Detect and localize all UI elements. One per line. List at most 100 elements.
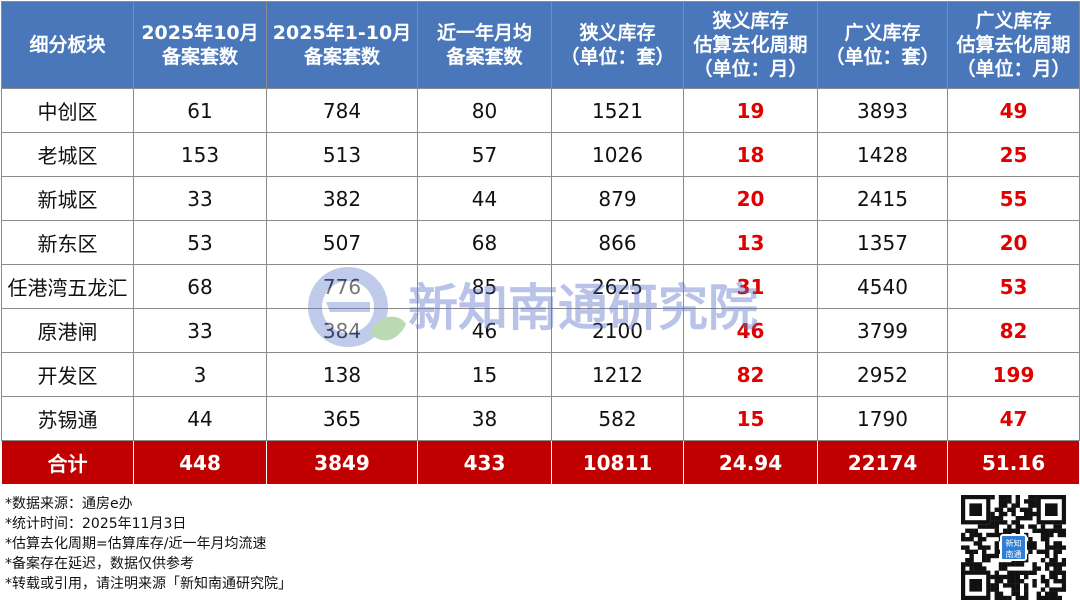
table-cell: 46 — [417, 308, 552, 353]
row-label-cell: 中创区 — [1, 88, 134, 133]
table-cell: 85 — [417, 264, 552, 309]
table-body: 中创区 61 784 80 1521 19 3893 49 老城区 153 513 57 1026 18 1… — [1, 88, 1080, 441]
qr-code: 新知南通 — [961, 495, 1066, 600]
table-cell: 68 — [417, 220, 552, 265]
column-header-line: 狭义库存 — [712, 10, 789, 32]
column-header: 近一年月均 备案套数 — [417, 1, 552, 89]
table-cell: 55 — [947, 176, 1080, 221]
row-label-cell: 老城区 — [1, 132, 134, 177]
table-cell: 53 — [947, 264, 1080, 309]
row-label-cell: 任港湾五龙汇 — [1, 264, 134, 309]
table-cell: 20 — [947, 220, 1080, 265]
table-cell: 784 — [266, 88, 418, 133]
column-header-line: 广义库存 — [975, 10, 1052, 32]
table-cell: 53 — [133, 220, 267, 265]
total-cell: 10811 — [551, 440, 684, 485]
table-cell: 1790 — [817, 396, 948, 441]
table-cell: 382 — [266, 176, 418, 221]
total-cell: 433 — [417, 440, 552, 485]
row-label-cell: 新东区 — [1, 220, 134, 265]
table-row: 新城区 33 382 44 879 20 2415 55 — [1, 176, 1080, 221]
table-cell: 46 — [683, 308, 818, 353]
table-cell: 44 — [417, 176, 552, 221]
footnote-line: *备案存在延迟，数据仅供参考 — [5, 556, 194, 572]
table-cell: 38 — [417, 396, 552, 441]
table-row: 苏锡通 44 365 38 582 15 1790 47 — [1, 396, 1080, 441]
column-header-line: 估算去化周期 — [956, 34, 1071, 56]
table-cell: 57 — [417, 132, 552, 177]
table-cell: 68 — [133, 264, 267, 309]
table-cell: 13 — [683, 220, 818, 265]
table-row: 新东区 53 507 68 866 13 1357 20 — [1, 220, 1080, 265]
table-cell: 44 — [133, 396, 267, 441]
inventory-table: 细分板块 2025年10月 备案套数 2025年1-10月 备案套数 近一年月均 备案套数狭… — [1, 1, 1080, 485]
table-cell: 3893 — [817, 88, 948, 133]
footnote-line: *数据来源：通房e办 — [5, 496, 133, 512]
table-cell: 61 — [133, 88, 267, 133]
table-cell: 82 — [683, 352, 818, 397]
table-cell: 507 — [266, 220, 418, 265]
total-cell: 448 — [133, 440, 267, 485]
footnote-line: *转载或引用，请注明来源「新知南通研究院」 — [5, 576, 292, 592]
column-header-line: 备案套数 — [446, 46, 523, 68]
column-header-line: 广义库存 — [844, 22, 921, 44]
table-header: 细分板块 2025年10月 备案套数 2025年1-10月 备案套数 近一年月均 备案套数狭… — [1, 1, 1080, 89]
table-cell: 866 — [551, 220, 684, 265]
row-label-cell: 苏锡通 — [1, 396, 134, 441]
table-cell: 19 — [683, 88, 818, 133]
table-cell: 25 — [947, 132, 1080, 177]
table-cell: 2952 — [817, 352, 948, 397]
table-cell: 31 — [683, 264, 818, 309]
table-row: 原港闸 33 384 46 2100 46 3799 82 — [1, 308, 1080, 353]
qr-logo: 新知南通 — [1000, 534, 1027, 561]
table-cell: 879 — [551, 176, 684, 221]
table-cell: 365 — [266, 396, 418, 441]
table-cell: 513 — [266, 132, 418, 177]
table-row: 开发区 3 138 15 1212 82 2952 199 — [1, 352, 1080, 397]
column-header: 狭义库存 估算去化周期 （单位：月） — [683, 1, 818, 89]
table-row: 老城区 153 513 57 1026 18 1428 25 — [1, 132, 1080, 177]
column-header-line: （单位：套） — [560, 46, 675, 68]
table-cell: 82 — [947, 308, 1080, 353]
table-cell: 15 — [683, 396, 818, 441]
table-cell: 1428 — [817, 132, 948, 177]
column-header-line: 细分板块 — [29, 34, 106, 56]
table-cell: 1521 — [551, 88, 684, 133]
footnote-line: *估算去化周期=估算库存/近一年月均流速 — [5, 536, 267, 552]
column-header: 广义库存 估算去化周期 （单位：月） — [947, 1, 1080, 89]
table-cell: 2100 — [551, 308, 684, 353]
table-row: 任港湾五龙汇 68 776 85 2625 31 4540 53 — [1, 264, 1080, 309]
column-header: 狭义库存 （单位：套） — [551, 1, 684, 89]
total-cell: 51.16 — [947, 440, 1080, 485]
column-header-line: 估算去化周期 — [693, 34, 808, 56]
table-cell: 33 — [133, 308, 267, 353]
table-cell: 20 — [683, 176, 818, 221]
column-header-line: 2025年10月 — [141, 22, 259, 44]
column-header-line: 备案套数 — [161, 46, 238, 68]
table-cell: 80 — [417, 88, 552, 133]
column-header: 广义库存 （单位：套） — [817, 1, 948, 89]
total-cell: 3849 — [266, 440, 418, 485]
total-cell: 24.94 — [683, 440, 818, 485]
column-header-line: （单位：套） — [825, 46, 940, 68]
table-cell: 47 — [947, 396, 1080, 441]
table-cell: 138 — [266, 352, 418, 397]
table-cell: 15 — [417, 352, 552, 397]
column-header-line: （单位：月） — [956, 58, 1071, 80]
row-label-cell: 开发区 — [1, 352, 134, 397]
row-label-cell: 原港闸 — [1, 308, 134, 353]
column-header-line: 近一年月均 — [436, 22, 532, 44]
total-row: 合计 448 3849 433 10811 24.94 22174 51.16 — [1, 440, 1080, 485]
table-total: 合计 448 3849 433 10811 24.94 22174 51.16 — [1, 440, 1080, 485]
table-cell: 776 — [266, 264, 418, 309]
column-header-line: 2025年1-10月 — [272, 22, 412, 44]
table-cell: 4540 — [817, 264, 948, 309]
total-label-cell: 合计 — [1, 440, 134, 485]
column-header-line: 狭义库存 — [579, 22, 656, 44]
table-cell: 153 — [133, 132, 267, 177]
table-cell: 1026 — [551, 132, 684, 177]
column-header: 2025年10月 备案套数 — [133, 1, 267, 89]
table-cell: 3799 — [817, 308, 948, 353]
column-header-line: 备案套数 — [303, 46, 380, 68]
